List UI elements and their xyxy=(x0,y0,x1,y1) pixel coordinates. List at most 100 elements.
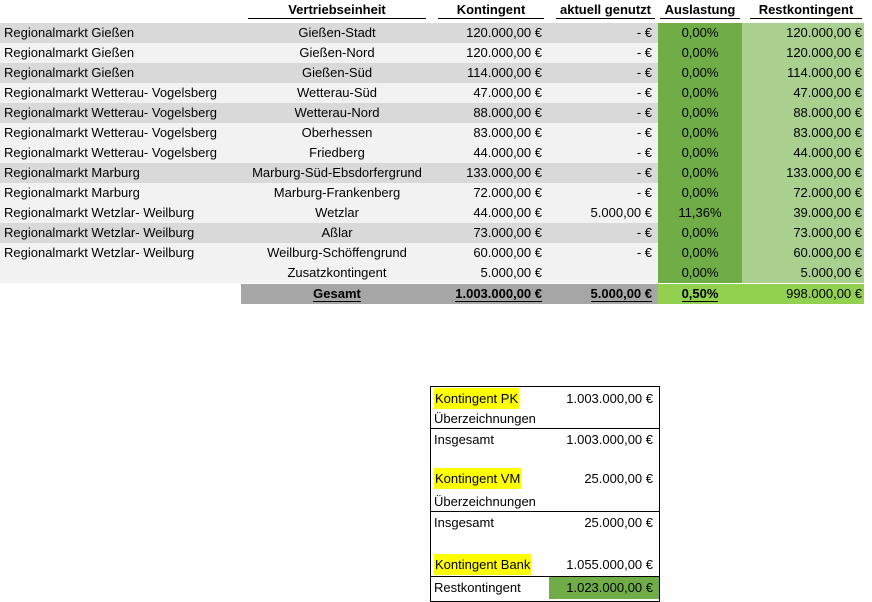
cell-region[interactable]: Regionalmarkt Gießen xyxy=(4,65,135,80)
cell-unit[interactable]: Friedberg xyxy=(309,145,365,160)
cell-auslastung[interactable]: 0,00% xyxy=(658,43,742,63)
cell-auslastung[interactable]: 0,00% xyxy=(658,83,742,103)
cell-rest[interactable]: 133.000,00 € xyxy=(742,163,864,183)
table-row[interactable]: Regionalmarkt Wetterau- Vogelsberg Oberh… xyxy=(0,123,872,143)
table-row[interactable]: Regionalmarkt Gießen Gießen-Stadt 120.00… xyxy=(0,23,872,43)
cell-genutzt[interactable]: - € xyxy=(636,165,652,180)
table-row[interactable]: Regionalmarkt Gießen Gießen-Nord 120.000… xyxy=(0,43,872,63)
cell-rest[interactable]: 88.000,00 € xyxy=(742,103,864,123)
cell-kontingent[interactable]: 73.000,00 € xyxy=(473,225,542,240)
cell-region[interactable]: Regionalmarkt Marburg xyxy=(4,185,140,200)
summary-rest-row[interactable]: Restkontingent 1.023.000,00 € xyxy=(431,576,659,599)
cell-genutzt[interactable]: - € xyxy=(636,45,652,60)
table-row[interactable]: Regionalmarkt Wetzlar- Weilburg Aßlar 73… xyxy=(0,223,872,243)
cell-unit[interactable]: Oberhessen xyxy=(301,125,373,140)
cell-genutzt[interactable]: - € xyxy=(636,85,652,100)
cell-kontingent[interactable]: 60.000,00 € xyxy=(473,245,542,260)
cell-region[interactable]: Regionalmarkt Wetterau- Vogelsberg xyxy=(4,125,217,140)
cell-auslastung[interactable]: 0,00% xyxy=(658,23,742,43)
cell-genutzt[interactable]: - € xyxy=(636,185,652,200)
cell-rest[interactable]: 120.000,00 € xyxy=(742,23,864,43)
cell-rest[interactable]: 5.000,00 € xyxy=(742,263,864,283)
cell-auslastung[interactable]: 0,00% xyxy=(658,183,742,203)
cell-kontingent[interactable]: 88.000,00 € xyxy=(473,105,542,120)
summary-vm-total-row[interactable]: Insgesamt 25.000,00 € xyxy=(431,511,659,533)
cell-genutzt[interactable]: - € xyxy=(636,65,652,80)
cell-kontingent[interactable]: 47.000,00 € xyxy=(473,85,542,100)
cell-genutzt[interactable]: - € xyxy=(636,105,652,120)
cell-rest[interactable]: 44.000,00 € xyxy=(742,143,864,163)
cell-auslastung[interactable]: 0,00% xyxy=(658,103,742,123)
cell-auslastung[interactable]: 0,00% xyxy=(658,263,742,283)
cell-kontingent[interactable]: 83.000,00 € xyxy=(473,125,542,140)
cell-rest[interactable]: 83.000,00 € xyxy=(742,123,864,143)
cell-unit[interactable]: Marburg-Süd-Ebsdorfergrund xyxy=(252,165,422,180)
cell-kontingent[interactable]: 5.000,00 € xyxy=(480,265,542,280)
cell-genutzt[interactable]: - € xyxy=(636,245,652,260)
cell-unit[interactable]: Wetterau-Süd xyxy=(297,85,377,100)
table-row[interactable]: Regionalmarkt Wetterau- Vogelsberg Wette… xyxy=(0,83,872,103)
cell-kontingent[interactable]: 44.000,00 € xyxy=(473,205,542,220)
summary-bank-row[interactable]: Kontingent Bank 1.055.000,00 € xyxy=(431,554,659,575)
cell-unit[interactable]: Wetzlar xyxy=(315,205,359,220)
cell-region[interactable]: Regionalmarkt Wetterau- Vogelsberg xyxy=(4,85,217,100)
total-row[interactable]: Gesamt 1.003.000,00 € 5.000,00 € 0,50% 9… xyxy=(0,284,872,304)
cell-region[interactable]: Regionalmarkt Wetzlar- Weilburg xyxy=(4,205,195,220)
summary-pk-over-row[interactable]: Überzeichnungen xyxy=(431,408,659,429)
cell-region[interactable]: Regionalmarkt Gießen xyxy=(4,25,135,40)
cell-unit[interactable]: Wetterau-Nord xyxy=(294,105,380,120)
cell-genutzt[interactable] xyxy=(556,263,652,283)
cell-rest[interactable]: 47.000,00 € xyxy=(742,83,864,103)
cell-rest[interactable]: 72.000,00 € xyxy=(742,183,864,203)
cell-auslastung[interactable]: 0,00% xyxy=(658,123,742,143)
cell-region[interactable]: Regionalmarkt Wetzlar- Weilburg xyxy=(4,225,195,240)
table-row[interactable]: Regionalmarkt Marburg Marburg-Frankenber… xyxy=(0,183,872,203)
total-auslastung[interactable]: 0,50% xyxy=(658,284,742,304)
cell-region[interactable]: Regionalmarkt Gießen xyxy=(4,45,135,60)
cell-unit[interactable]: Weilburg-Schöffengrund xyxy=(267,245,407,260)
table-row[interactable]: Regionalmarkt Wetzlar- Weilburg Weilburg… xyxy=(0,243,872,263)
cell-rest[interactable]: 39.000,00 € xyxy=(742,203,864,223)
cell-rest[interactable]: 73.000,00 € xyxy=(742,223,864,243)
table-row[interactable]: Regionalmarkt Wetterau- Vogelsberg Fried… xyxy=(0,143,872,163)
cell-unit[interactable]: Gießen-Stadt xyxy=(298,25,376,40)
cell-rest[interactable]: 60.000,00 € xyxy=(742,243,864,263)
cell-rest[interactable]: 114.000,00 € xyxy=(742,63,864,83)
summary-pk-total-row[interactable]: Insgesamt 1.003.000,00 € xyxy=(431,428,659,450)
cell-region[interactable]: Regionalmarkt Wetterau- Vogelsberg xyxy=(4,145,217,160)
cell-region[interactable]: Regionalmarkt Marburg xyxy=(4,165,140,180)
summary-vm-row[interactable]: Kontingent VM 25.000,00 € xyxy=(431,468,659,489)
cell-genutzt[interactable]: - € xyxy=(636,125,652,140)
cell-genutzt[interactable]: - € xyxy=(636,145,652,160)
total-kontingent[interactable]: 1.003.000,00 € xyxy=(438,284,542,304)
cell-genutzt[interactable]: - € xyxy=(636,225,652,240)
table-row[interactable]: Zusatzkontingent 5.000,00 € 0,00% 5.000,… xyxy=(0,263,872,283)
cell-region[interactable]: Regionalmarkt Wetzlar- Weilburg xyxy=(4,245,195,260)
cell-genutzt[interactable]: - € xyxy=(636,25,652,40)
cell-kontingent[interactable]: 114.000,00 € xyxy=(467,65,542,80)
total-rest[interactable]: 998.000,00 € xyxy=(742,284,864,304)
total-label[interactable]: Gesamt xyxy=(248,284,426,304)
table-row[interactable]: Regionalmarkt Wetterau- Vogelsberg Wette… xyxy=(0,103,872,123)
cell-unit[interactable]: Zusatzkontingent xyxy=(287,265,387,280)
cell-kontingent[interactable]: 72.000,00 € xyxy=(473,185,542,200)
cell-unit[interactable]: Gießen-Süd xyxy=(301,65,373,80)
cell-kontingent[interactable]: 120.000,00 € xyxy=(466,45,542,60)
summary-pk-row[interactable]: Kontingent PK 1.003.000,00 € xyxy=(431,388,659,409)
cell-rest[interactable]: 120.000,00 € xyxy=(742,43,864,63)
cell-auslastung[interactable]: 0,00% xyxy=(658,223,742,243)
summary-vm-over-row[interactable]: Überzeichnungen xyxy=(431,491,659,512)
cell-kontingent[interactable]: 133.000,00 € xyxy=(466,165,542,180)
summary-rest-cell[interactable]: 1.023.000,00 € xyxy=(549,577,659,599)
cell-auslastung[interactable]: 0,00% xyxy=(658,143,742,163)
cell-auslastung[interactable]: 0,00% xyxy=(658,163,742,183)
cell-kontingent[interactable]: 44.000,00 € xyxy=(473,145,542,160)
cell-region[interactable] xyxy=(4,263,242,283)
cell-unit[interactable]: Aßlar xyxy=(321,225,353,240)
cell-auslastung[interactable]: 0,00% xyxy=(658,63,742,83)
total-genutzt[interactable]: 5.000,00 € xyxy=(556,284,652,304)
cell-unit[interactable]: Marburg-Frankenberg xyxy=(273,185,401,200)
cell-genutzt[interactable]: 5.000,00 € xyxy=(590,205,652,220)
cell-auslastung[interactable]: 0,00% xyxy=(658,243,742,263)
table-row[interactable]: Regionalmarkt Marburg Marburg-Süd-Ebsdor… xyxy=(0,163,872,183)
